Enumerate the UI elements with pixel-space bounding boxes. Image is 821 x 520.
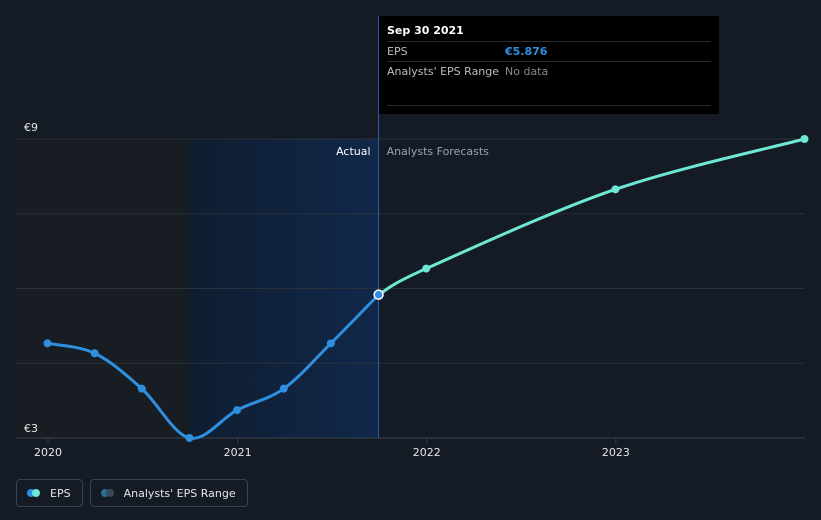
x-tick-label: 2021 <box>224 446 252 459</box>
y-tick-label: €3 <box>24 422 38 435</box>
region-label-actual: Actual <box>336 145 370 158</box>
eps-point <box>233 406 242 415</box>
legend-range-toggle[interactable]: Analysts' EPS Range <box>89 479 248 507</box>
legend-range-label: Analysts' EPS Range <box>123 486 236 500</box>
forecast-series-line <box>377 137 805 296</box>
forecast-point <box>611 185 620 194</box>
legend-eps-toggle[interactable]: EPS <box>16 479 83 507</box>
forecast-point <box>422 264 431 273</box>
eps-point <box>185 434 194 442</box>
eps-point <box>326 339 335 348</box>
tooltip-date: Sep 30 2021 <box>387 24 464 37</box>
eps-legend-icon <box>27 489 43 497</box>
legend-eps-label: EPS <box>50 486 71 500</box>
eps-point <box>43 339 52 348</box>
tooltip-divider <box>387 105 711 106</box>
tooltip-range-row: Analysts' EPS Range No data <box>387 61 711 81</box>
eps-point <box>279 384 288 393</box>
tooltip-eps-label: EPS <box>387 45 408 58</box>
tooltip-eps-row: EPS €5.876 <box>387 41 711 61</box>
y-tick-label: €9 <box>24 121 38 134</box>
tooltip-range-value: No data <box>505 65 549 78</box>
region-label-forecast: Analysts Forecasts <box>387 145 490 158</box>
range-legend-icon <box>100 489 117 497</box>
x-tick-label: 2020 <box>34 446 62 459</box>
eps-point-highlighted <box>373 289 384 300</box>
x-tick-label: 2023 <box>602 446 630 459</box>
x-tick-label: 2022 <box>413 446 441 459</box>
tooltip-eps-value: €5.876 <box>505 45 548 58</box>
tooltip-panel: Sep 30 2021 EPS €5.876 Analysts' EPS Ran… <box>379 16 719 114</box>
tooltip-range-label: Analysts' EPS Range <box>387 65 500 78</box>
forecast-point <box>800 135 809 143</box>
eps-point <box>90 349 99 358</box>
eps-point <box>137 384 146 393</box>
chart-legend: EPS Analysts' EPS Range <box>16 479 248 507</box>
